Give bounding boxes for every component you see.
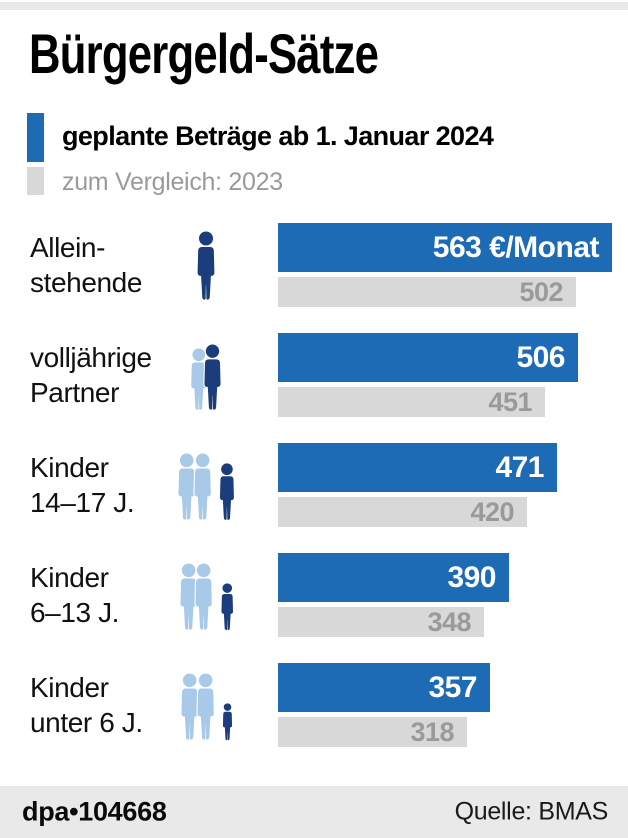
bar-2023-value: 318 [410, 716, 454, 747]
household-icons [148, 453, 264, 521]
household-icons [148, 231, 264, 301]
bar-2023-value: 420 [470, 496, 514, 527]
household-icons [148, 673, 264, 741]
bar-2024-value: 506 [516, 340, 565, 374]
footer-band: dpa•104668 Quelle: BMAS [0, 786, 628, 838]
person-adult-light-icon [192, 453, 212, 521]
source-label: Quelle: BMAS [454, 797, 609, 826]
person-adult-light-icon [181, 673, 199, 740]
bar-2023-value: 348 [427, 606, 471, 637]
bar-2024: 506 [278, 333, 578, 382]
legend-swatch-2024 [27, 113, 44, 162]
chart-row: Allein-stehende 563 €/Monat 502 [0, 223, 628, 307]
person-adult-dark-icon [197, 231, 215, 300]
bar-2024-value: 563 €/Monat [432, 230, 600, 264]
person-adult-light-icon [195, 673, 215, 741]
chart-row: volljährige Partner 506 451 [0, 333, 628, 417]
row-label: Kinder 14–17 J. [30, 452, 135, 518]
household-icons [148, 344, 264, 411]
legend-label-2023: zum Vergleich: 2023 [62, 168, 283, 196]
bar-2023: 318 [278, 717, 467, 747]
row-label: Allein-stehende [30, 232, 143, 298]
person-adult-dark-icon [203, 344, 222, 411]
person-adult-light-icon [190, 348, 207, 410]
chart-row: Kinder 14–17 J. 471 420 [0, 443, 628, 527]
household-icons [148, 563, 264, 631]
bar-2024: 390 [278, 553, 509, 602]
row-label: volljährige Partner [30, 342, 152, 408]
bar-2024-value: 357 [428, 670, 477, 704]
bar-2023-value: 451 [488, 386, 532, 417]
bar-2024: 357 [278, 663, 490, 712]
bar-2024-value: 471 [495, 450, 544, 484]
person-adult-light-icon [180, 563, 197, 630]
bar-2024: 471 [278, 443, 557, 492]
person-child-dark-icon [222, 703, 232, 741]
bar-2023: 348 [278, 607, 484, 637]
row-label: Kinder unter 6 J. [30, 672, 143, 738]
person-adult-light-icon [178, 453, 196, 520]
bar-2023-value: 502 [519, 276, 563, 307]
top-divider-bar [0, 2, 628, 10]
bar-2024: 563 €/Monat [278, 223, 612, 272]
legend-swatch-2023 [27, 167, 44, 195]
bar-2023: 451 [278, 387, 545, 417]
chart-row: Kinder 6–13 J. 390 348 [0, 553, 628, 637]
bar-2023: 502 [278, 277, 576, 307]
row-label: Kinder 6–13 J. [30, 562, 120, 628]
bar-2024-value: 390 [447, 560, 496, 594]
person-adult-light-icon [194, 563, 214, 631]
chart-row: Kinder unter 6 J. 357 318 [0, 663, 628, 747]
person-child-dark-icon [219, 463, 234, 520]
bar-2023: 420 [278, 497, 527, 527]
dpa-credit: dpa•104668 [22, 796, 167, 827]
legend-label-2024: geplante Beträge ab 1. Januar 2024 [62, 121, 494, 151]
page-title: Bürgergeld-Sätze [29, 22, 379, 85]
person-child-dark-icon [221, 583, 233, 631]
